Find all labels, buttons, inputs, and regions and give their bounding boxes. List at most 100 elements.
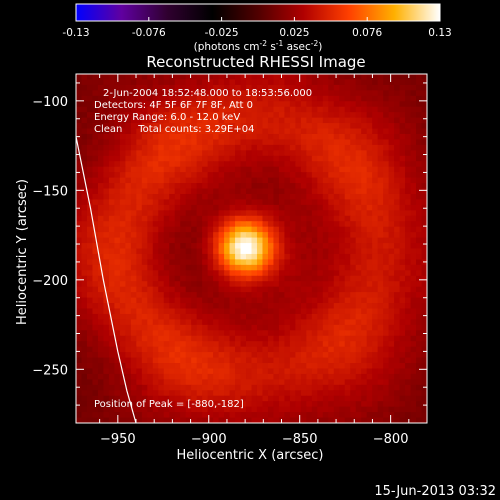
heatmap-cell xyxy=(125,379,132,386)
heatmap-cell xyxy=(114,95,121,102)
heatmap-cell xyxy=(267,379,275,386)
heatmap-cell xyxy=(394,335,401,342)
heatmap-cell xyxy=(81,243,88,250)
heatmap-cell xyxy=(394,101,401,108)
heatmap-cell xyxy=(388,346,395,353)
heatmap-cell xyxy=(256,128,264,135)
heatmap-cell xyxy=(108,172,115,179)
heatmap-cell xyxy=(366,172,373,179)
heatmap-cell xyxy=(191,264,198,271)
heatmap-cell xyxy=(317,275,324,282)
heatmap-cell xyxy=(185,226,192,233)
heatmap-cell xyxy=(339,232,346,239)
heatmap-cell xyxy=(196,166,203,173)
heatmap-cell xyxy=(191,237,198,244)
heatmap-cell xyxy=(185,199,192,206)
heatmap-cell xyxy=(295,373,302,380)
heatmap-cell xyxy=(410,335,417,342)
heatmap-cell xyxy=(361,286,368,293)
heatmap-cell xyxy=(289,84,296,91)
heatmap-cell xyxy=(421,412,427,419)
heatmap-cell xyxy=(180,412,187,419)
heatmap-cell xyxy=(240,221,247,228)
heatmap-cell xyxy=(191,166,198,173)
heatmap-cell xyxy=(333,166,340,173)
heatmap-cell xyxy=(366,221,373,228)
heatmap-cell xyxy=(278,275,285,282)
heatmap-cell xyxy=(388,417,395,423)
heatmap-cell xyxy=(410,248,417,255)
heatmap-cell xyxy=(372,243,379,250)
heatmap-cell xyxy=(333,412,340,419)
heatmap-cell xyxy=(202,101,209,108)
heatmap-cell xyxy=(251,133,258,141)
heatmap-cell xyxy=(350,95,357,102)
heatmap-cell xyxy=(119,133,126,141)
heatmap-cell xyxy=(97,193,105,201)
heatmap-cell xyxy=(262,183,269,190)
heatmap-cell xyxy=(119,139,126,146)
heatmap-cell xyxy=(317,133,324,141)
heatmap-cell xyxy=(317,144,324,151)
heatmap-cell xyxy=(306,112,313,119)
heatmap-cell xyxy=(421,172,427,179)
heatmap-cell xyxy=(191,84,198,91)
heatmap-cell xyxy=(81,112,88,119)
heatmap-cell xyxy=(339,401,346,408)
heatmap-cell xyxy=(196,248,203,255)
heatmap-cell xyxy=(191,150,198,157)
heatmap-cell xyxy=(86,417,94,423)
heatmap-cell xyxy=(119,210,126,217)
heatmap-cell xyxy=(328,313,335,320)
heatmap-cell xyxy=(355,172,362,179)
heatmap-cell xyxy=(273,95,280,102)
heatmap-cell xyxy=(267,193,275,201)
heatmap-cell xyxy=(405,352,412,359)
heatmap-cell xyxy=(218,352,225,359)
heatmap-cell xyxy=(366,199,373,206)
heatmap-cell xyxy=(311,330,318,337)
heatmap-cell xyxy=(185,324,192,331)
heatmap-cell xyxy=(119,335,126,342)
heatmap-cell xyxy=(191,128,198,135)
heatmap-cell xyxy=(405,330,412,337)
heatmap-cell xyxy=(81,292,88,299)
heatmap-cell xyxy=(295,221,302,228)
heatmap-cell xyxy=(163,324,170,331)
heatmap-cell xyxy=(185,395,192,402)
heatmap-cell xyxy=(103,84,110,91)
heatmap-cell xyxy=(163,215,170,222)
heatmap-cell xyxy=(163,292,170,299)
heatmap-cell xyxy=(224,204,231,211)
heatmap-cell xyxy=(251,188,258,195)
heatmap-cell xyxy=(350,112,357,119)
heatmap-cell xyxy=(81,264,88,271)
heatmap-cell xyxy=(224,226,231,233)
heatmap-cell xyxy=(158,123,165,130)
heatmap-cell xyxy=(191,346,198,353)
heatmap-cell xyxy=(76,101,83,108)
heatmap-cell xyxy=(169,308,176,315)
heatmap-cell xyxy=(416,79,423,86)
heatmap-cell xyxy=(267,150,275,157)
heatmap-cell xyxy=(405,368,412,375)
heatmap-cell xyxy=(202,155,209,162)
heatmap-cell xyxy=(81,379,88,386)
heatmap-cell xyxy=(202,183,209,190)
heatmap-cell xyxy=(191,363,198,370)
heatmap-cell xyxy=(174,390,181,397)
heatmap-cell xyxy=(295,275,302,282)
heatmap-cell xyxy=(114,297,121,304)
heatmap-cell xyxy=(372,275,379,282)
heatmap-cell xyxy=(344,270,351,277)
heatmap-cell xyxy=(372,303,379,310)
heatmap-cell xyxy=(130,275,137,282)
heatmap-cell xyxy=(295,264,302,271)
heatmap-cell xyxy=(366,215,373,222)
heatmap-cell xyxy=(103,74,110,81)
heatmap-cell xyxy=(92,406,99,413)
heatmap-cell xyxy=(339,188,346,195)
heatmap-cell xyxy=(306,106,313,113)
heatmap-cell xyxy=(361,139,368,146)
heatmap-cell xyxy=(410,74,417,81)
